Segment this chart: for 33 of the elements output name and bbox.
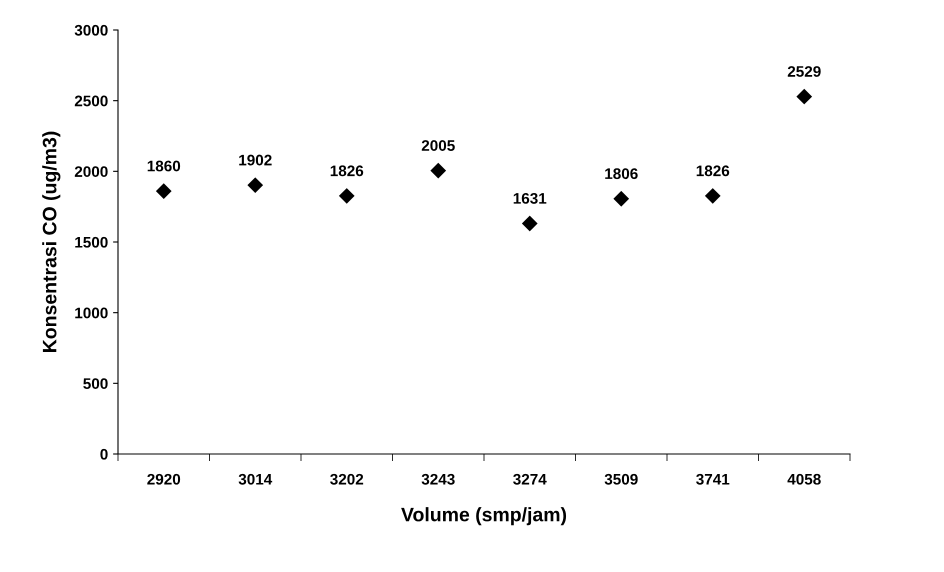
data-label: 1806 — [605, 168, 638, 180]
y-axis-title: Konsentrasi CO (ug/m3) — [42, 132, 60, 352]
data-label: 2005 — [422, 140, 455, 151]
y-tick-label: 2000 — [74, 166, 108, 178]
point — [705, 188, 720, 204]
point — [522, 216, 538, 232]
point — [430, 163, 446, 178]
x-tick-label: 3202 — [330, 474, 364, 485]
y-tick-label: 2500 — [74, 96, 108, 106]
x-tick-label: 3243 — [422, 474, 455, 485]
y-tick-label: 1000 — [75, 308, 108, 318]
x-tick-label: 2920 — [147, 474, 180, 485]
y-tick-label: 3000 — [74, 24, 108, 36]
point — [796, 89, 812, 104]
point — [248, 178, 263, 193]
data-label: 1826 — [330, 165, 364, 176]
data-label: 1860 — [148, 160, 180, 172]
x-tick-label: 3741 — [696, 474, 730, 485]
x-tick-label: 3014 — [238, 474, 272, 485]
data-label: 2529 — [788, 66, 821, 77]
x-axis-title: Volume (smp/jam) — [401, 507, 566, 526]
x-tick-label: 4058 — [787, 474, 821, 485]
y-tick-label: 1500 — [75, 236, 108, 248]
point — [156, 184, 172, 199]
data-label: 1631 — [514, 192, 546, 204]
point — [614, 191, 629, 206]
data-label: 1902 — [239, 154, 272, 166]
y-tick-label: 500 — [83, 378, 108, 390]
x-tick-label: 3274 — [513, 474, 547, 485]
y-tick-label: 0 — [100, 448, 108, 460]
x-tick-label: 3509 — [604, 474, 638, 485]
point — [339, 188, 354, 204]
data-label: 1826 — [696, 165, 730, 176]
